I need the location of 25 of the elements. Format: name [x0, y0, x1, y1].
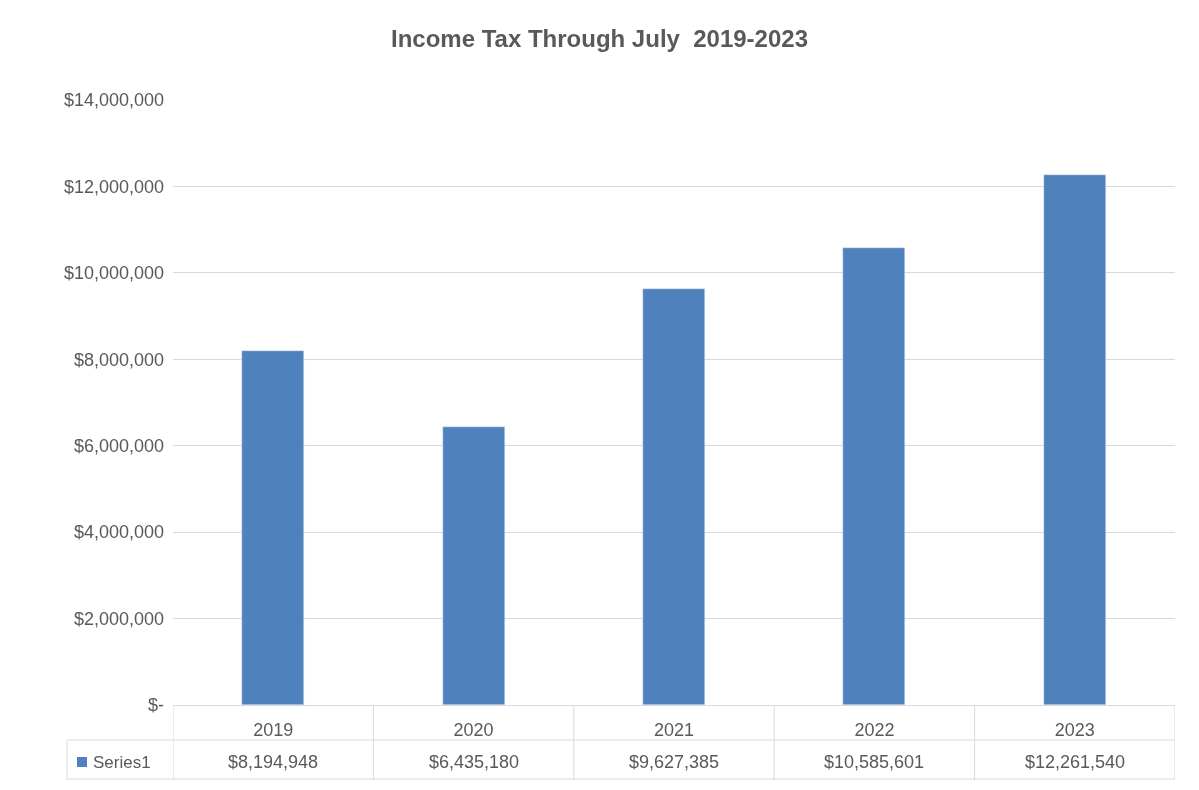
data-label: $8,194,948: [228, 752, 319, 772]
y-tick-label: $8,000,000: [73, 349, 164, 370]
x-tick-label: 2019: [253, 719, 294, 740]
y-tick-label: $4,000,000: [73, 522, 164, 543]
legend-label: Series1: [93, 753, 151, 772]
y-tick-label: $14,000,000: [63, 90, 164, 111]
data-label: $10,585,601: [824, 752, 925, 772]
bar: [1043, 174, 1106, 705]
bar: [442, 426, 505, 705]
x-tick-label: 2022: [854, 719, 895, 740]
bar: [642, 288, 705, 705]
bar: [842, 247, 905, 705]
y-tick-label: $6,000,000: [73, 436, 164, 457]
y-tick-label: $12,000,000: [63, 176, 164, 197]
x-tick-label: 2020: [453, 719, 494, 740]
y-tick-label: $-: [147, 695, 164, 716]
y-tick-label: $2,000,000: [73, 608, 164, 629]
data-label: $12,261,540: [1025, 752, 1126, 772]
y-tick-label: $10,000,000: [63, 263, 164, 284]
x-tick-label: 2021: [653, 719, 695, 740]
x-tick-label: 2023: [1054, 719, 1095, 740]
data-label: $6,435,180: [429, 752, 520, 772]
data-label: $9,627,385: [629, 752, 720, 772]
bar: [241, 350, 304, 705]
chart-title: Income Tax Through July 2019-2023: [390, 24, 809, 52]
